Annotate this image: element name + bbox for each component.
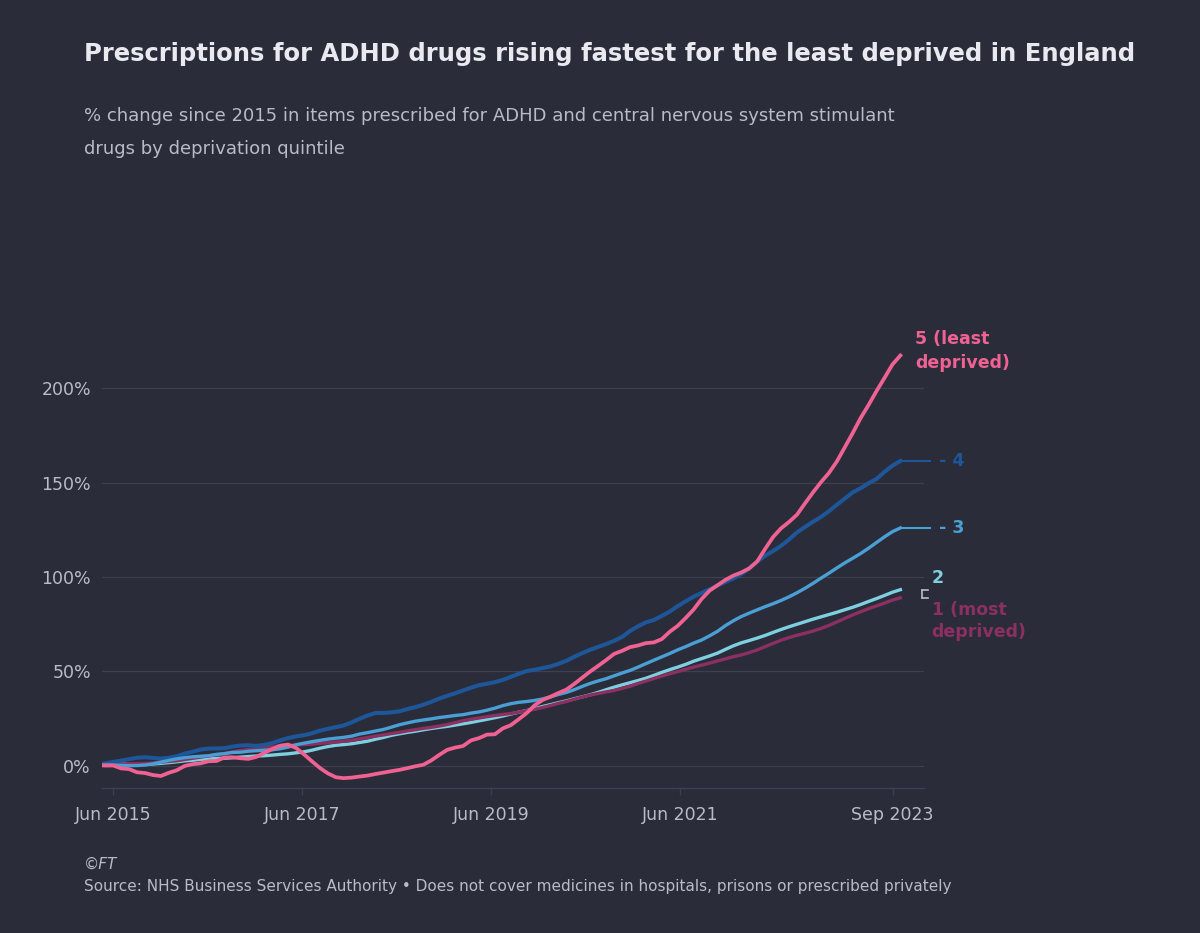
Text: 5 (least
deprived): 5 (least deprived) [914,330,1009,371]
Text: - 3: - 3 [938,519,964,536]
Text: drugs by deprivation quintile: drugs by deprivation quintile [84,140,344,158]
Text: ©FT: ©FT [84,856,118,871]
Text: - 4: - 4 [938,452,964,470]
Text: 2: 2 [931,569,943,587]
Text: 1 (most
deprived): 1 (most deprived) [931,601,1026,641]
Text: Prescriptions for ADHD drugs rising fastest for the least deprived in England: Prescriptions for ADHD drugs rising fast… [84,42,1135,66]
Text: % change since 2015 in items prescribed for ADHD and central nervous system stim: % change since 2015 in items prescribed … [84,107,895,125]
Text: Source: NHS Business Services Authority • Does not cover medicines in hospitals,: Source: NHS Business Services Authority … [84,879,952,894]
